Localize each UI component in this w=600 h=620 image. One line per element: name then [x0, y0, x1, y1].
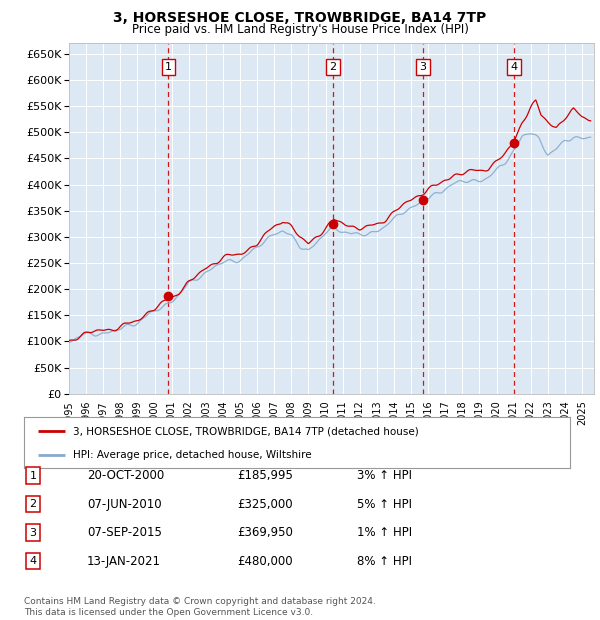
Text: £185,995: £185,995 [237, 469, 293, 482]
Text: Contains HM Land Registry data © Crown copyright and database right 2024.
This d: Contains HM Land Registry data © Crown c… [24, 598, 376, 617]
Text: 4: 4 [511, 62, 518, 72]
Text: 13-JAN-2021: 13-JAN-2021 [87, 555, 161, 567]
Text: 2: 2 [329, 62, 337, 72]
Text: 07-SEP-2015: 07-SEP-2015 [87, 526, 162, 539]
Text: 3% ↑ HPI: 3% ↑ HPI [357, 469, 412, 482]
Text: 3, HORSESHOE CLOSE, TROWBRIDGE, BA14 7TP (detached house): 3, HORSESHOE CLOSE, TROWBRIDGE, BA14 7TP… [73, 427, 419, 436]
Text: £325,000: £325,000 [237, 498, 293, 510]
Text: 1: 1 [165, 62, 172, 72]
Text: HPI: Average price, detached house, Wiltshire: HPI: Average price, detached house, Wilt… [73, 450, 312, 461]
Text: 20-OCT-2000: 20-OCT-2000 [87, 469, 164, 482]
Text: 1: 1 [29, 471, 37, 480]
Text: 07-JUN-2010: 07-JUN-2010 [87, 498, 161, 510]
Text: £369,950: £369,950 [237, 526, 293, 539]
Text: 3, HORSESHOE CLOSE, TROWBRIDGE, BA14 7TP: 3, HORSESHOE CLOSE, TROWBRIDGE, BA14 7TP [113, 11, 487, 25]
Text: Price paid vs. HM Land Registry's House Price Index (HPI): Price paid vs. HM Land Registry's House … [131, 23, 469, 36]
Text: 8% ↑ HPI: 8% ↑ HPI [357, 555, 412, 567]
Text: 3: 3 [29, 528, 37, 538]
Text: £480,000: £480,000 [237, 555, 293, 567]
Text: 1% ↑ HPI: 1% ↑ HPI [357, 526, 412, 539]
Text: 5% ↑ HPI: 5% ↑ HPI [357, 498, 412, 510]
Text: 3: 3 [419, 62, 427, 72]
Text: 2: 2 [29, 499, 37, 509]
Text: 4: 4 [29, 556, 37, 566]
